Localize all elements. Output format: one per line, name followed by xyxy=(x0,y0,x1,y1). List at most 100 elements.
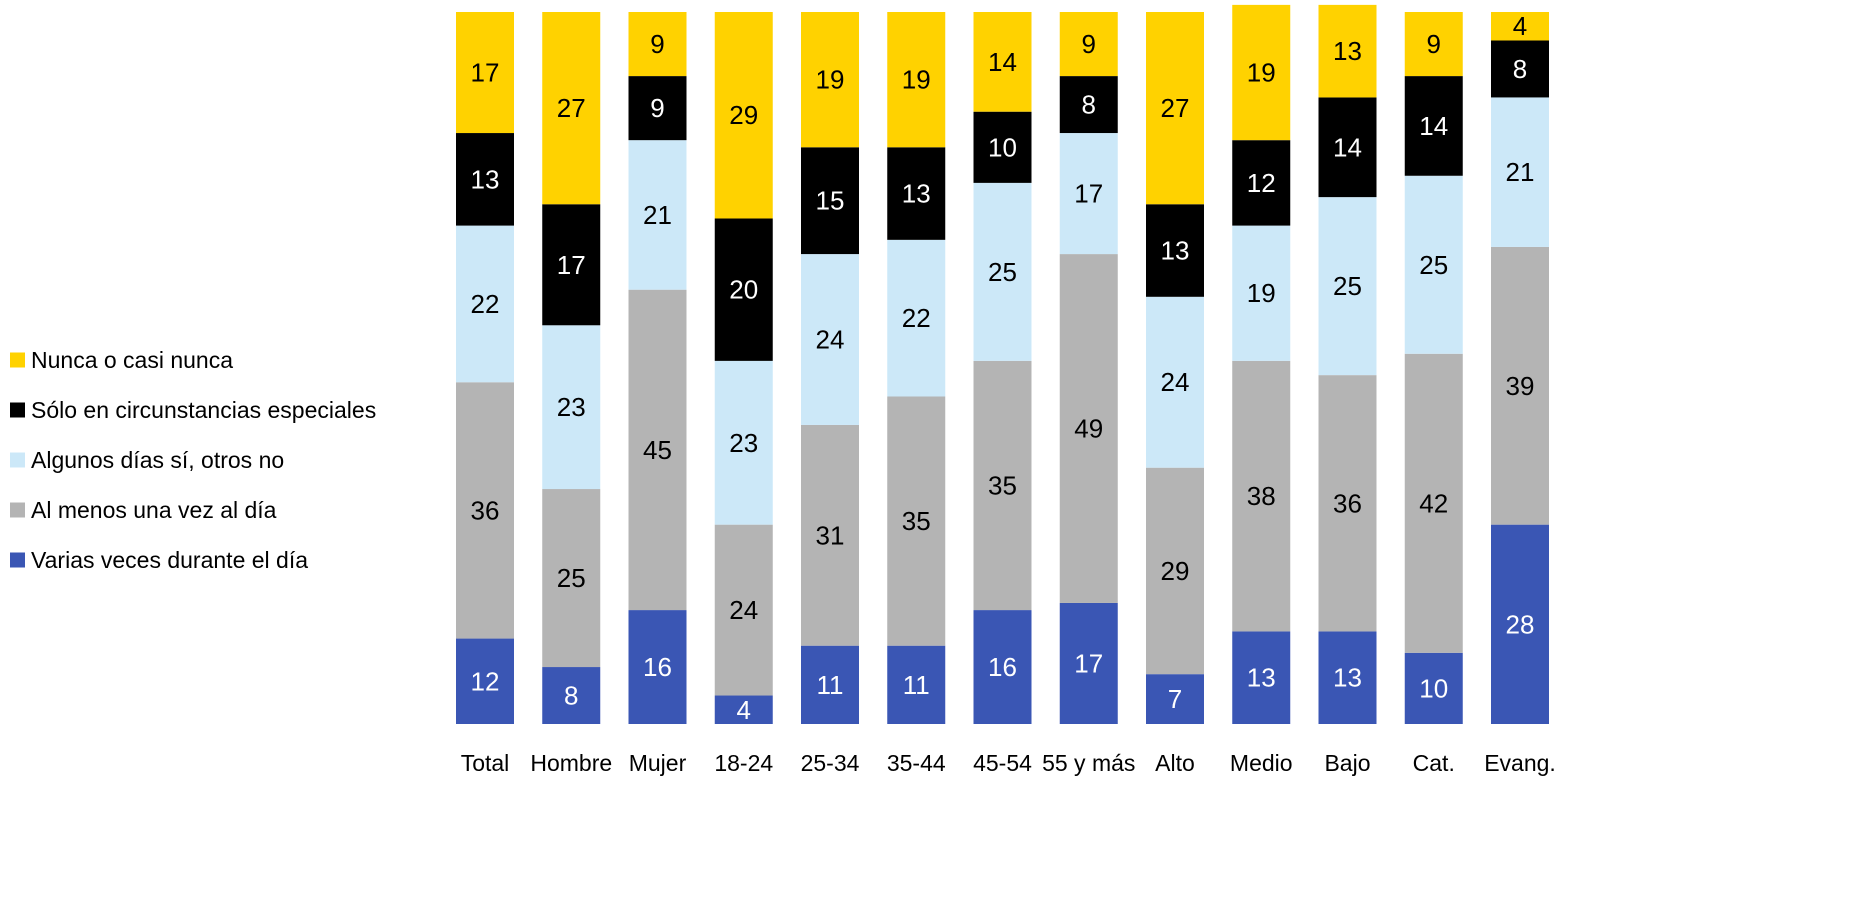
bar-segment-55-y-mas-varias-veces-durante-el-dia xyxy=(1059,602,1118,724)
data-label: 10 xyxy=(988,132,1017,162)
data-label: 9 xyxy=(650,29,664,59)
data-label: 12 xyxy=(1247,168,1276,198)
bar-segment-bajo-solo-en-circunstancias-especiales xyxy=(1318,97,1377,198)
data-label: 35 xyxy=(988,470,1017,500)
x-tick-label: 35-44 xyxy=(887,750,946,776)
x-tick-label: Alto xyxy=(1155,750,1195,776)
data-label: 8 xyxy=(1082,90,1096,120)
data-label: 21 xyxy=(643,200,672,230)
data-label: 29 xyxy=(1161,556,1190,586)
bar-segment-hombre-al-menos-una-vez-al-dia xyxy=(542,489,601,668)
data-label: 25 xyxy=(1419,250,1448,280)
data-label: 42 xyxy=(1419,488,1448,518)
x-tick-label: Cat. xyxy=(1413,750,1455,776)
bar-segment-hombre-solo-en-circunstancias-especiales xyxy=(542,204,601,326)
legend-label: Varias veces durante el día xyxy=(31,547,308,573)
bar-segment-alto-varias-veces-durante-el-dia xyxy=(1146,674,1204,724)
data-label: 24 xyxy=(1161,367,1190,397)
bar-segment-18-24-solo-en-circunstancias-especiales xyxy=(714,218,773,361)
data-label: 24 xyxy=(729,595,758,625)
bar-segment-cat-varias-veces-durante-el-dia xyxy=(1404,652,1463,724)
data-label: 22 xyxy=(902,303,931,333)
data-label: 36 xyxy=(1333,488,1362,518)
bar-segment-bajo-varias-veces-durante-el-dia xyxy=(1318,631,1377,724)
data-label: 23 xyxy=(729,428,758,458)
bar-segment-total-solo-en-circunstancias-especiales xyxy=(456,133,514,226)
data-label: 25 xyxy=(988,257,1017,287)
data-label: 14 xyxy=(1333,132,1362,162)
data-label: 21 xyxy=(1506,157,1535,187)
x-tick-label: 18-24 xyxy=(714,750,773,776)
bar-segment-35-44-nunca-o-casi-nunca xyxy=(887,12,946,148)
bar-segment-cat-nunca-o-casi-nunca xyxy=(1404,12,1463,77)
data-label: 19 xyxy=(1247,58,1276,88)
bar-segment-bajo-nunca-o-casi-nunca xyxy=(1318,4,1377,98)
bar-segment-bajo-al-menos-una-vez-al-dia xyxy=(1318,375,1377,632)
data-label: 19 xyxy=(1247,278,1276,308)
bar-segment-45-54-nunca-o-casi-nunca xyxy=(973,12,1032,112)
bar-segment-evang-algunos-dias-si-otros-no xyxy=(1491,97,1549,247)
bar-segment-evang-varias-veces-durante-el-dia xyxy=(1491,524,1549,724)
data-label: 36 xyxy=(471,495,500,525)
data-label: 7 xyxy=(1168,684,1182,714)
bar-segment-45-54-algunos-dias-si-otros-no xyxy=(973,182,1032,361)
legend-label: Sólo en circunstancias especiales xyxy=(31,397,376,423)
bar-segment-alto-solo-en-circunstancias-especiales xyxy=(1146,204,1204,297)
data-label: 27 xyxy=(557,93,586,123)
data-label: 11 xyxy=(903,670,930,700)
bar-segment-hombre-nunca-o-casi-nunca xyxy=(542,12,601,205)
data-label: 14 xyxy=(1419,111,1448,141)
data-label: 20 xyxy=(729,275,758,305)
bar-segment-total-varias-veces-durante-el-dia xyxy=(456,638,514,724)
bar-segment-cat-solo-en-circunstancias-especiales xyxy=(1404,76,1463,176)
legend-label: Nunca o casi nunca xyxy=(31,347,233,373)
data-label: 8 xyxy=(1513,54,1527,84)
plot-area: 1236221317825231727164521994242320291131… xyxy=(456,4,1549,725)
bar-segment-medio-solo-en-circunstancias-especiales xyxy=(1232,140,1291,226)
data-label: 13 xyxy=(1333,663,1362,693)
bar-segment-medio-al-menos-una-vez-al-dia xyxy=(1232,360,1291,632)
bar-segment-total-algunos-dias-si-otros-no xyxy=(456,225,514,383)
legend-swatch-algunos-dias-si-otros-no xyxy=(10,452,25,468)
data-label: 31 xyxy=(816,520,845,550)
data-label: 39 xyxy=(1506,371,1535,401)
data-label: 14 xyxy=(988,47,1017,77)
bar-segment-25-34-algunos-dias-si-otros-no xyxy=(801,254,859,425)
bar-segment-total-al-menos-una-vez-al-dia xyxy=(456,382,514,639)
data-label: 25 xyxy=(557,563,586,593)
data-label: 15 xyxy=(816,186,845,216)
bar-segment-45-54-solo-en-circunstancias-especiales xyxy=(973,111,1032,183)
data-label: 12 xyxy=(471,666,500,696)
data-label: 9 xyxy=(1082,29,1096,59)
data-label: 13 xyxy=(1247,663,1276,693)
bar-segment-18-24-algunos-dias-si-otros-no xyxy=(714,360,773,525)
data-label: 45 xyxy=(643,435,672,465)
bar-segment-mujer-varias-veces-durante-el-dia xyxy=(628,610,687,724)
data-label: 19 xyxy=(816,65,845,95)
x-tick-label: 55 y más xyxy=(1042,750,1135,776)
bar-segment-medio-nunca-o-casi-nunca xyxy=(1232,4,1291,141)
bar-segment-bajo-algunos-dias-si-otros-no xyxy=(1318,197,1377,376)
data-label: 22 xyxy=(471,289,500,319)
x-tick-label: Hombre xyxy=(530,750,612,776)
data-label: 11 xyxy=(817,670,844,700)
bar-segment-evang-solo-en-circunstancias-especiales xyxy=(1491,40,1549,98)
bar-segment-total-nunca-o-casi-nunca xyxy=(456,12,514,134)
data-label: 9 xyxy=(1427,29,1441,59)
bar-segment-55-y-mas-al-menos-una-vez-al-dia xyxy=(1059,254,1118,603)
legend-swatch-varias-veces-durante-el-dia xyxy=(10,552,25,568)
bar-segment-35-44-al-menos-una-vez-al-dia xyxy=(887,396,946,646)
data-label: 35 xyxy=(902,506,931,536)
data-label: 13 xyxy=(902,179,931,209)
bar-segment-hombre-varias-veces-durante-el-dia xyxy=(542,667,601,724)
x-tick-label: Bajo xyxy=(1324,750,1370,776)
data-label: 10 xyxy=(1419,673,1448,703)
data-label: 13 xyxy=(1161,236,1190,266)
legend-swatch-solo-en-circunstancias-especiales xyxy=(10,402,25,418)
bar-segment-cat-al-menos-una-vez-al-dia xyxy=(1404,353,1463,653)
bar-segment-mujer-algunos-dias-si-otros-no xyxy=(628,140,687,290)
bar-segment-18-24-nunca-o-casi-nunca xyxy=(714,12,773,219)
data-label: 9 xyxy=(650,93,664,123)
data-label: 16 xyxy=(988,652,1017,682)
bar-segment-alto-algunos-dias-si-otros-no xyxy=(1146,296,1204,468)
